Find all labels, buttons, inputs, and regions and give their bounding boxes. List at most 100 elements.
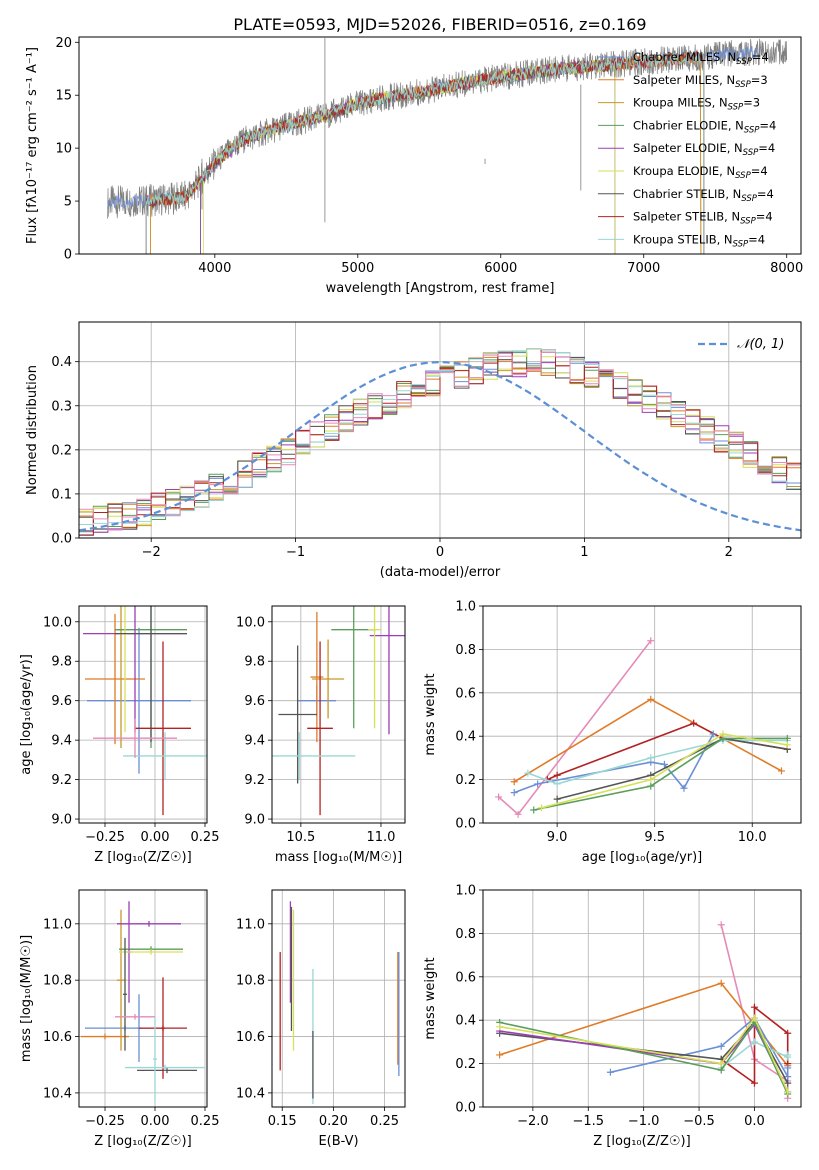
x-tick-label: 0.25 — [191, 1114, 220, 1129]
massweight-line-7 — [499, 1020, 789, 1095]
y-tick-label: 15 — [55, 89, 72, 104]
axes-frame — [78, 889, 208, 1108]
legend-name: Chabrier MILES, N — [633, 50, 736, 64]
histogram-step-9 — [79, 351, 801, 531]
x-tick-label: 0.00 — [141, 830, 170, 845]
massweight-point — [647, 776, 655, 784]
model-line-2 — [150, 51, 702, 254]
legend-label-4: Salpeter ELODIE, NSSP=4 — [633, 141, 775, 158]
legend-subscript: SSP — [743, 148, 759, 158]
massweight-point — [750, 1003, 758, 1011]
massweight-line-7 — [541, 733, 788, 809]
massweight-point — [510, 778, 518, 786]
y-tick-label: 0.6 — [455, 686, 476, 701]
y-tick-label: 9.6 — [51, 694, 72, 709]
legend-suffix: =4 — [751, 164, 768, 178]
plot-area-mass-vs-EBV — [279, 901, 400, 1105]
legend-subscript: SSP — [744, 125, 760, 135]
x-tick-label: 0.25 — [191, 830, 220, 845]
y-tick-label: 5 — [64, 195, 72, 210]
legend-subscript: SSP — [735, 80, 751, 90]
massweight-point — [750, 1079, 758, 1087]
model-line-1 — [150, 51, 702, 254]
massweight-point — [534, 780, 542, 788]
axes-frame — [78, 36, 802, 255]
legend-subscript: SSP — [740, 217, 756, 227]
massweight-point — [538, 804, 546, 812]
panel-spectrum: 4000 5000 6000 7000 8000 0 5 10 15 20 wavelength [… — [25, 36, 803, 296]
legend-subscript: SSP — [741, 194, 757, 204]
x-tick-label: −1 — [286, 545, 305, 560]
x-axis-label: age [log₁₀(age/yr)] — [582, 850, 703, 865]
y-axis-label: mass [log₁₀(M/M☉)] — [19, 935, 34, 1062]
y-tick-label: 9.6 — [244, 694, 265, 709]
massweight-line-3 — [513, 733, 714, 794]
y-tick-label: 0.0 — [51, 532, 72, 547]
x-axis-label: Z [log₁₀(Z/Z☉)] — [593, 1134, 690, 1149]
massweight-point — [690, 719, 698, 727]
legend-suffix: =4 — [757, 187, 774, 201]
massweight-point — [784, 1088, 792, 1096]
legend-subscript: SSP — [728, 103, 744, 113]
legend-subscript: SSP — [735, 171, 751, 181]
spectrum-title: PLATE=0593, MJD=52026, FIBERID=0516, z=0… — [233, 15, 646, 34]
massweight-point — [784, 1029, 792, 1037]
panel-mass-vs-Z: −0.25 0.00 0.25 10.4 10.6 10.8 11.0 Z [log₁₀(Z/… — [19, 889, 220, 1149]
legend-label-2: Kroupa MILES, NSSP=3 — [633, 96, 760, 113]
massweight-point — [647, 637, 655, 645]
x-axis-label: Z [log₁₀(Z/Z☉)] — [94, 1134, 191, 1149]
massweight-line-1 — [499, 982, 789, 1067]
legend-label-1: Salpeter MILES, NSSP=3 — [633, 73, 768, 90]
y-axis-label: mass weight — [423, 673, 438, 755]
y-tick-label: 0.0 — [455, 1101, 476, 1116]
y-tick-label: 10.6 — [43, 1030, 72, 1045]
y-tick-label: 9.8 — [51, 655, 72, 670]
legend-name: Kroupa MILES, N — [633, 96, 728, 110]
y-tick-label: 0.3 — [51, 399, 72, 414]
massweight-point — [717, 1042, 725, 1050]
histogram-step-4 — [79, 356, 801, 533]
y-tick-label: 10.0 — [43, 615, 72, 630]
legend-label-3: Chabrier ELODIE, NSSP=4 — [633, 118, 776, 135]
massweight-point — [777, 767, 785, 775]
legend-label-8: Kroupa STELIB, NSSP=4 — [633, 232, 765, 249]
legend-suffix: =3 — [743, 96, 760, 110]
massweight-point — [717, 1060, 725, 1068]
panel-massweight-vs-age: 9.0 9.5 10.0 0.0 0.2 0.4 0.6 0.8 1.0 age [log₁₀(a… — [423, 600, 802, 865]
y-tick-label: 0.4 — [455, 730, 476, 745]
x-axis-label: Z [log₁₀(Z/Z☉)] — [94, 850, 191, 865]
x-tick-label: 0.00 — [141, 1114, 170, 1129]
axes-frame — [78, 605, 208, 824]
massweight-line-5 — [556, 737, 788, 800]
x-tick-label: −2.0 — [517, 1114, 549, 1129]
x-tick-label: 9.0 — [547, 830, 568, 845]
y-tick-label: 10.8 — [236, 974, 265, 989]
massweight-point — [647, 754, 655, 762]
legend-suffix: =4 — [756, 210, 773, 224]
massweight-point — [783, 734, 791, 742]
plot-area-spectrum — [107, 38, 788, 254]
x-tick-label: 0.15 — [268, 1114, 297, 1129]
legend-normal-label: 𝒩(0, 1) — [737, 337, 784, 352]
x-tick-label: 0 — [436, 545, 444, 560]
x-axis-label: mass [log₁₀(M/M☉)] — [275, 850, 402, 865]
axes-frame — [482, 605, 802, 824]
axes-frame — [78, 321, 802, 539]
legend-label-6: Chabrier STELIB, NSSP=4 — [633, 187, 774, 204]
y-tick-label: 0.1 — [51, 487, 72, 502]
legend-name: Salpeter ELODIE, N — [633, 141, 743, 155]
model-line-5 — [202, 58, 616, 254]
x-tick-label: 9.5 — [644, 830, 665, 845]
legend-subscript: SSP — [733, 239, 749, 249]
legend-suffix: =4 — [748, 232, 765, 246]
y-tick-label: 0.2 — [455, 773, 476, 788]
massweight-point — [750, 1038, 758, 1046]
panel-mass-vs-EBV: 0.15 0.20 0.25 10.4 10.6 10.8 11.0 E(B-V) — [236, 889, 406, 1149]
plot-area-massweight-vs-age — [495, 637, 791, 818]
y-tick-label: 10.8 — [43, 974, 72, 989]
massweight-point — [510, 789, 518, 797]
massweight-point — [784, 1051, 792, 1059]
y-tick-label: 11.0 — [236, 917, 265, 932]
y-tick-label: 9.2 — [51, 773, 72, 788]
